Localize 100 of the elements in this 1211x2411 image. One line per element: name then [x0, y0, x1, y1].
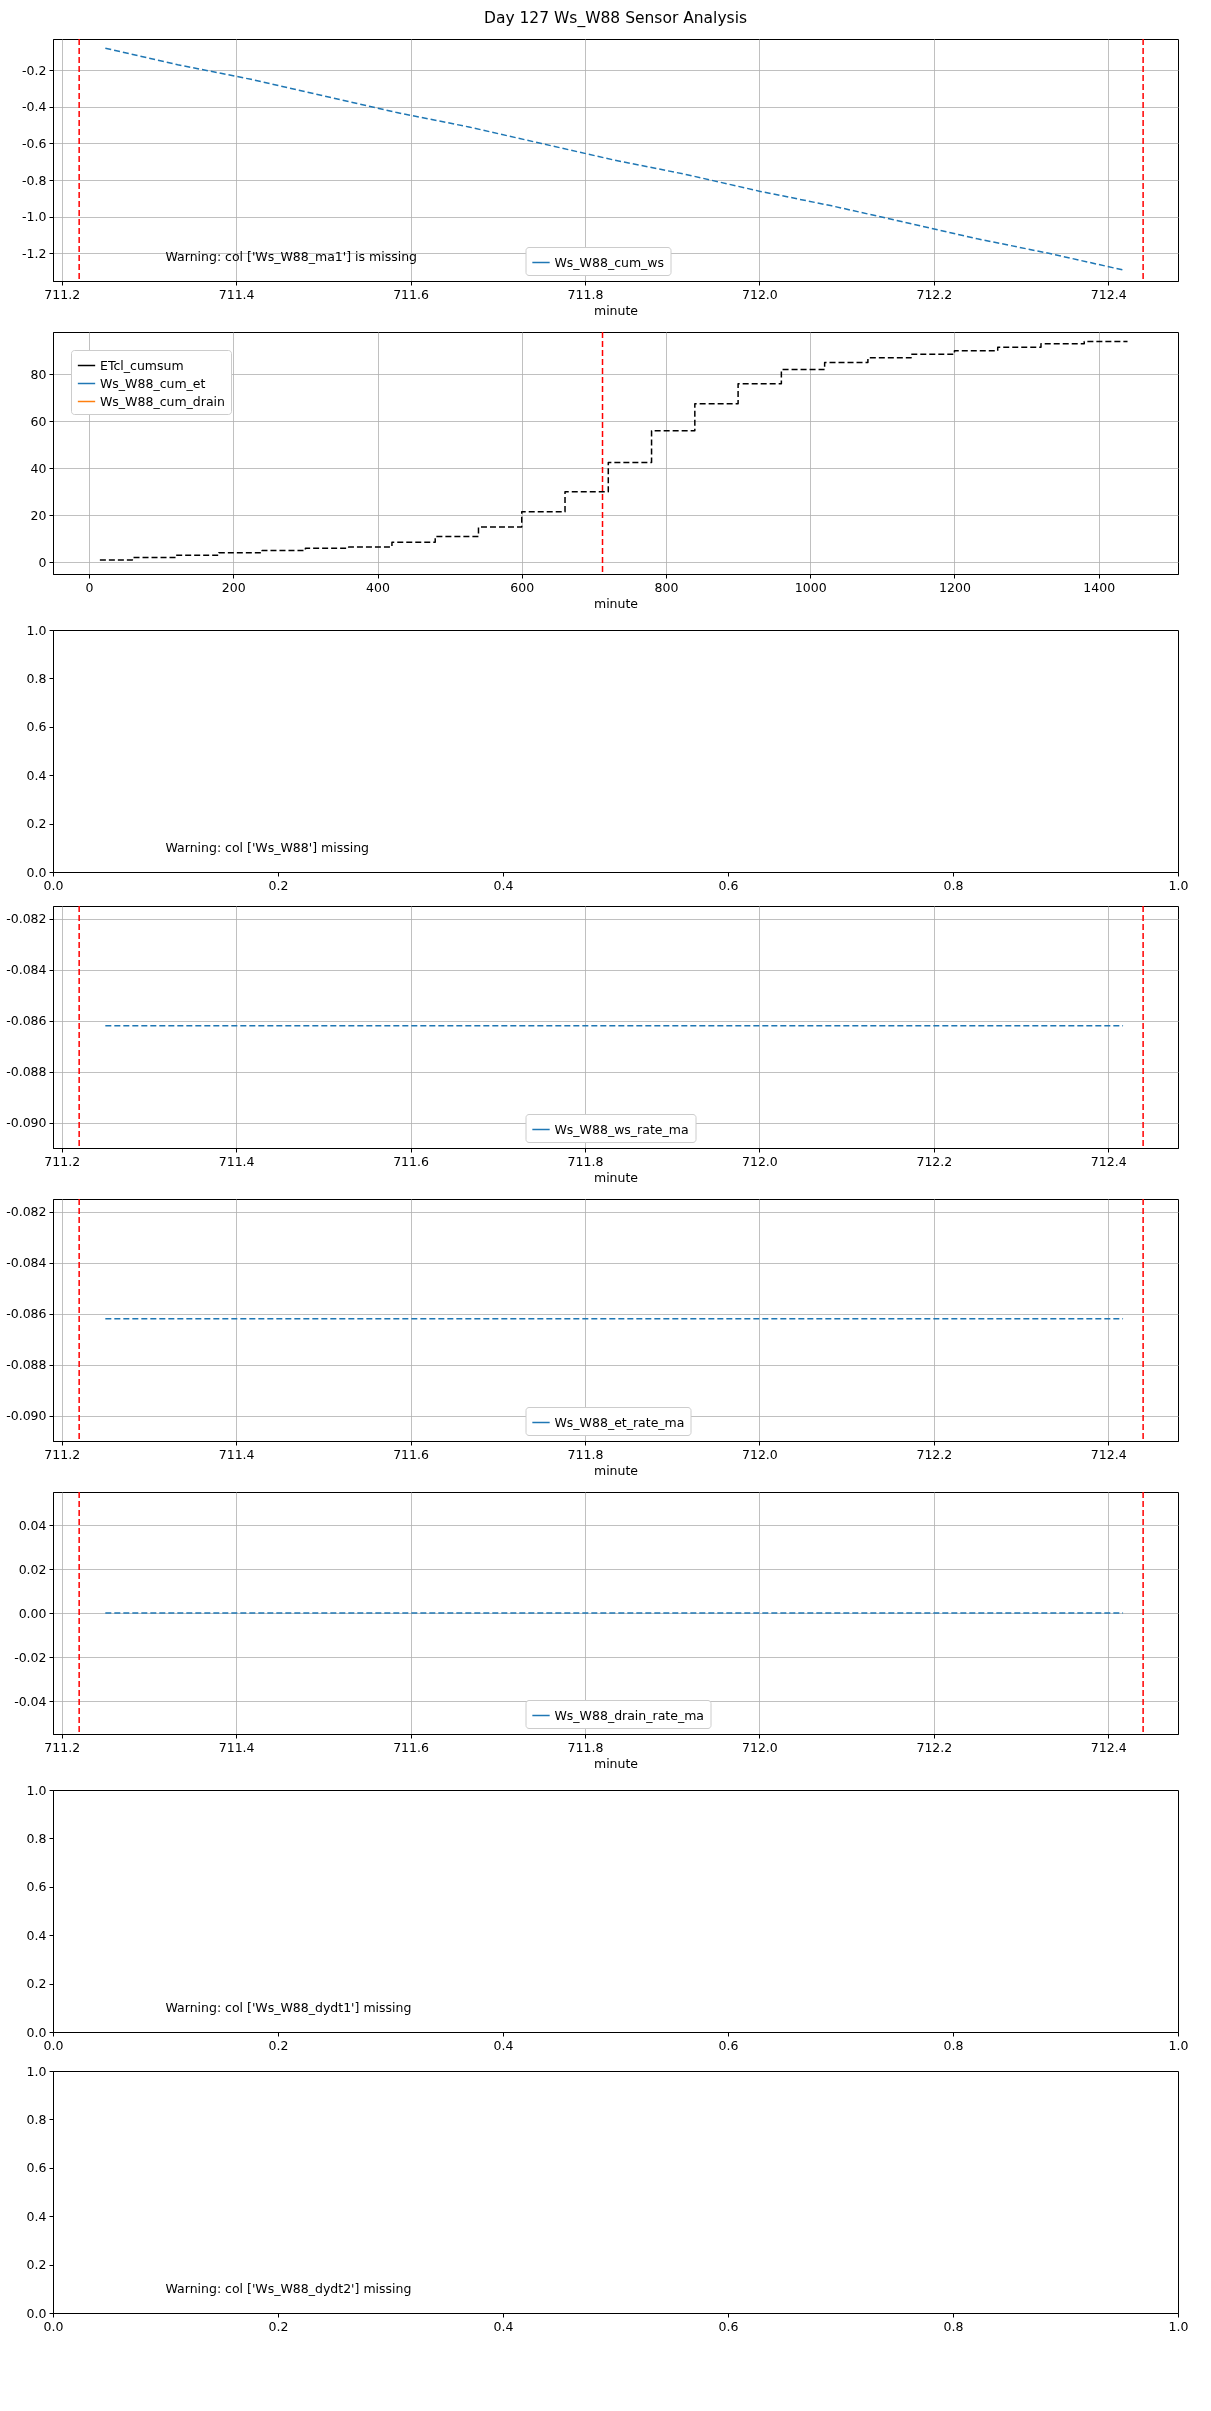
- x-tick-label: 711.6: [393, 286, 429, 302]
- annotation: Warning: col ['Ws_W88_dydt1'] missing: [165, 1999, 412, 2015]
- x-tick-label: 711.8: [567, 1446, 604, 1462]
- x-tick-label: 711.2: [44, 1446, 81, 1462]
- y-tick-label: -0.2: [22, 62, 47, 78]
- x-tick-label: 712.4: [1090, 1446, 1127, 1462]
- x-tick-label: 0.2: [268, 2318, 289, 2334]
- legend-label: Ws_W88_drain_rate_ma: [554, 1707, 704, 1723]
- x-axis-title: minute: [593, 1756, 639, 1771]
- x-tick-label: 711.4: [218, 286, 255, 302]
- line-series: [104, 47, 1124, 271]
- y-tick-label: 80: [30, 366, 47, 382]
- legend-label: ETcl_cumsum: [100, 357, 184, 373]
- x-tick-label: 0.6: [718, 2037, 739, 2053]
- legend-label: Ws_W88_ws_rate_ma: [554, 1121, 689, 1137]
- legend-label: Ws_W88_cum_ws: [554, 254, 665, 270]
- y-tick-label: -0.04: [14, 1693, 47, 1709]
- x-tick-label: 1.0: [1168, 2318, 1189, 2334]
- x-tick-label: 712.0: [742, 1739, 778, 1755]
- x-tick-label: 0.6: [718, 877, 739, 893]
- y-tick-label: 0.6: [26, 1879, 47, 1895]
- y-tick-label: -0.6: [22, 136, 47, 151]
- x-tick-label: 711.6: [393, 1739, 429, 1755]
- x-tick-label: 600: [510, 579, 535, 595]
- x-tick-label: 0: [85, 579, 94, 595]
- x-tick-label: 712.0: [742, 286, 778, 302]
- y-tick-label: 0.2: [26, 816, 47, 832]
- x-tick-label: 711.8: [567, 1153, 604, 1169]
- y-tick-label: 0.6: [26, 2160, 47, 2176]
- y-tick-label: -0.090: [6, 1408, 47, 1424]
- y-tick-label: -1.0: [22, 209, 47, 225]
- x-tick-label: 0.0: [43, 2037, 64, 2053]
- x-tick-label: 712.0: [742, 1446, 778, 1462]
- y-tick-label: 0.04: [18, 1517, 47, 1533]
- x-tick-label: 1.0: [1168, 2037, 1189, 2053]
- y-tick-label: -0.02: [14, 1649, 47, 1665]
- y-tick-label: -0.088: [6, 1357, 47, 1373]
- y-tick-label: -0.084: [6, 962, 47, 978]
- x-tick-label: 0.2: [268, 2037, 289, 2053]
- y-tick-label: 40: [30, 460, 47, 476]
- y-tick-label: 20: [30, 507, 47, 523]
- annotation: Warning: col ['Ws_W88_dydt2'] missing: [165, 2280, 412, 2296]
- x-tick-label: 712.4: [1090, 1153, 1127, 1169]
- x-tick-label: 711.6: [393, 1153, 429, 1169]
- y-tick-label: 0.2: [26, 2257, 47, 2273]
- legend-label: Ws_W88_cum_drain: [100, 393, 225, 409]
- y-tick-label: 0.8: [26, 1830, 47, 1846]
- x-tick-label: 1.0: [1168, 877, 1189, 893]
- x-axis-title: minute: [593, 1463, 639, 1478]
- y-tick-label: 0.2: [26, 1976, 47, 1992]
- y-tick-label: -0.088: [6, 1064, 47, 1080]
- y-tick-label: 0.6: [26, 719, 47, 735]
- y-tick-label: -0.4: [22, 99, 47, 115]
- x-tick-label: 711.2: [44, 1153, 81, 1169]
- y-tick-label: 1.0: [26, 1782, 47, 1798]
- x-tick-label: 0.6: [718, 2318, 739, 2334]
- y-tick-label: 0.4: [26, 2208, 47, 2224]
- y-tick-label: -1.2: [22, 246, 47, 261]
- y-tick-label: 0.02: [18, 1561, 47, 1577]
- x-tick-label: 711.8: [567, 1739, 604, 1755]
- x-tick-label: 1000: [794, 579, 827, 595]
- x-tick-label: 200: [221, 579, 246, 595]
- x-tick-label: 400: [366, 579, 390, 595]
- y-tick-label: 0.0: [26, 2305, 47, 2321]
- x-tick-label: 0.8: [943, 2037, 964, 2053]
- x-tick-label: 0.0: [43, 877, 64, 893]
- x-tick-label: 711.4: [218, 1153, 255, 1169]
- x-tick-label: 711.4: [218, 1739, 255, 1755]
- x-tick-label: 711.4: [218, 1446, 255, 1462]
- legend-label: Ws_W88_et_rate_ma: [554, 1414, 685, 1430]
- x-tick-label: 712.0: [742, 1153, 778, 1169]
- y-tick-label: -0.086: [6, 1306, 47, 1322]
- x-tick-label: 0.0: [43, 2318, 64, 2334]
- y-tick-label: 1.0: [26, 2063, 47, 2079]
- y-tick-label: -0.084: [6, 1255, 47, 1271]
- x-tick-label: 0.4: [493, 2037, 514, 2053]
- x-tick-label: 711.2: [44, 286, 81, 302]
- y-tick-label: 0.0: [26, 2024, 47, 2040]
- annotation: Warning: col ['Ws_W88_ma1'] is missing: [165, 248, 418, 264]
- y-tick-label: -0.082: [6, 1204, 47, 1220]
- y-tick-label: 0.8: [26, 2111, 47, 2127]
- x-tick-label: 711.2: [44, 1739, 81, 1755]
- y-tick-label: -0.8: [22, 172, 47, 188]
- y-tick-label: 0.4: [26, 1927, 47, 1943]
- x-tick-label: 0.4: [493, 877, 514, 893]
- y-tick-label: 0.0: [26, 864, 47, 880]
- y-tick-label: 1.0: [26, 622, 47, 638]
- y-tick-label: 0.4: [26, 767, 47, 783]
- x-axis-title: minute: [593, 303, 639, 318]
- x-tick-label: 712.2: [916, 1739, 953, 1755]
- x-tick-label: 0.4: [493, 2318, 514, 2334]
- x-tick-label: 0.8: [943, 2318, 964, 2334]
- x-tick-label: 711.6: [393, 1446, 429, 1462]
- x-axis-title: minute: [593, 1170, 639, 1185]
- y-tick-label: -0.086: [6, 1013, 47, 1029]
- y-tick-label: 0.00: [18, 1605, 47, 1621]
- x-tick-label: 712.4: [1090, 286, 1127, 302]
- x-tick-label: 0.2: [268, 877, 289, 893]
- y-tick-label: -0.082: [6, 911, 47, 927]
- y-tick-label: -0.090: [6, 1115, 47, 1131]
